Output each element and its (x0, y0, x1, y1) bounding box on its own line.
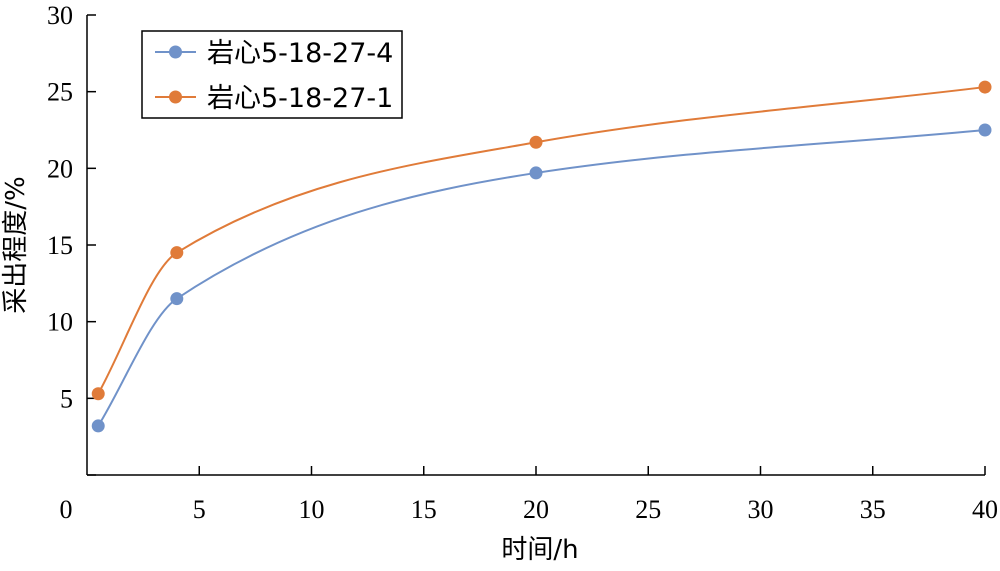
data-point-series-2 (529, 135, 543, 149)
y-tick-label: 20 (47, 154, 73, 183)
x-tick-label: 35 (860, 495, 886, 524)
x-tick-label: 5 (193, 495, 206, 524)
data-point-series-1 (529, 166, 543, 180)
x-axis-title: 时间/h (501, 535, 578, 565)
y-tick-label: 5 (60, 384, 73, 413)
legend-marker-series-2 (169, 90, 182, 104)
legend: 岩心5-18-27-4 岩心5-18-27-1 (141, 30, 403, 119)
x-tick-label: 20 (523, 495, 549, 524)
y-axis-title: 采出程度/% (1, 176, 31, 313)
axes: 5 10 15 20 25 30 0 5 10 15 20 25 30 35 40 (47, 1, 998, 524)
legend-label-series-2: 岩心5-18-27-1 (207, 83, 393, 114)
y-tick-label: 10 (47, 308, 73, 337)
data-point-series-2 (170, 246, 184, 260)
x-tick-label: 10 (299, 495, 325, 524)
x-tick-label: 40 (972, 495, 998, 524)
data-point-series-2 (91, 387, 105, 401)
x-tick-label: 15 (411, 495, 437, 524)
legend-label-series-1: 岩心5-18-27-4 (207, 38, 393, 69)
y-tick-label: 15 (47, 231, 73, 260)
data-point-series-2 (978, 80, 992, 94)
y-tick-label: 25 (47, 78, 73, 107)
x-tick-label: 25 (635, 495, 661, 524)
series-layer (91, 80, 992, 433)
legend-box (141, 30, 403, 119)
data-point-series-1 (91, 419, 105, 433)
series-line-1 (97, 129, 986, 427)
data-point-series-1 (170, 292, 184, 306)
series-line-2 (97, 86, 986, 395)
legend-marker-series-1 (169, 45, 182, 59)
data-point-series-1 (978, 123, 992, 137)
x-tick-label: 0 (60, 495, 73, 524)
y-tick-label: 30 (47, 1, 73, 30)
x-tick-label: 30 (748, 495, 774, 524)
